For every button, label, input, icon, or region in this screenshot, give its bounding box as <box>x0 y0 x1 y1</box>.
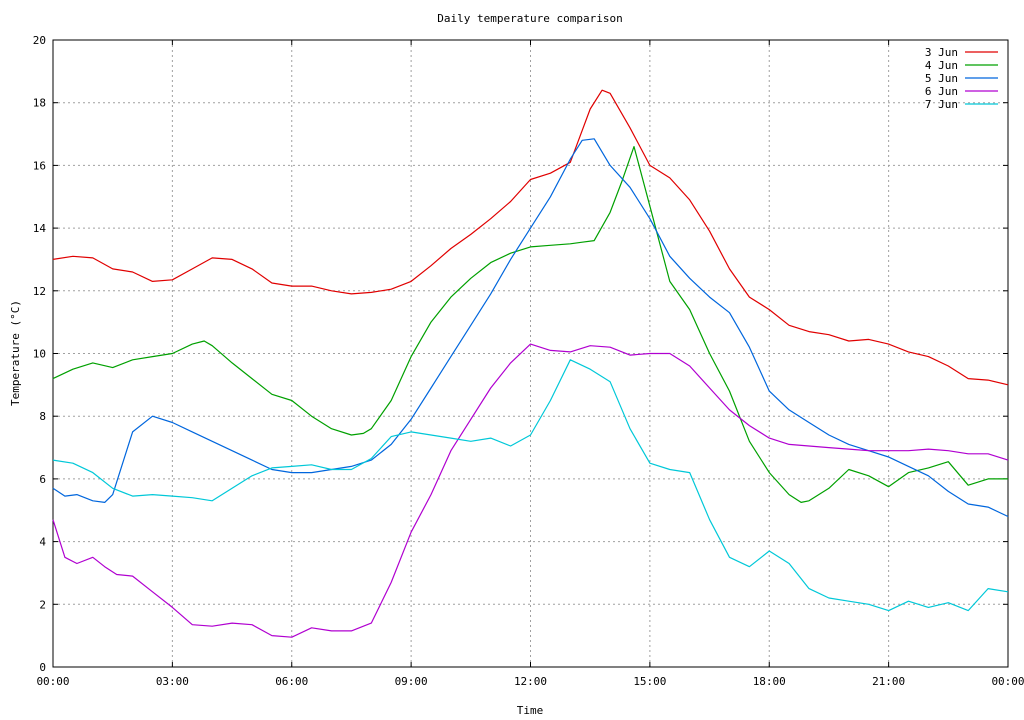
y-tick-label: 0 <box>39 661 46 674</box>
y-tick-label: 20 <box>33 34 46 47</box>
y-axis-label: Temperature (°C) <box>9 300 22 406</box>
y-tick-label: 6 <box>39 473 46 486</box>
x-tick-label: 12:00 <box>514 675 547 688</box>
x-tick-label: 00:00 <box>991 675 1024 688</box>
legend-label-7-jun: 7 Jun <box>925 98 958 111</box>
series-line-3-jun <box>52 89 1009 386</box>
y-tick-label: 12 <box>33 285 46 298</box>
y-tick-label: 16 <box>33 159 46 172</box>
series-lines <box>52 89 1009 638</box>
y-tick-label: 18 <box>33 97 46 110</box>
series-line-4-jun <box>52 146 1008 503</box>
axis-ticks: 0 2 4 6 8 10 12 14 16 18 20 00:00 03:00 06:00 09:00 12:… <box>33 34 1024 688</box>
x-tick-label: 21:00 <box>872 675 905 688</box>
x-tick-label: 06:00 <box>275 675 308 688</box>
y-tick-label: 14 <box>33 222 47 235</box>
legend-label-5-jun: 5 Jun <box>925 72 958 85</box>
x-tick-label: 03:00 <box>156 675 189 688</box>
series-line-7-jun <box>52 359 1009 612</box>
x-tick-label: 15:00 <box>633 675 666 688</box>
series-line-6-jun <box>52 343 1009 638</box>
x-axis-label: Time <box>517 704 544 717</box>
x-tick-label: 09:00 <box>395 675 428 688</box>
y-tick-label: 8 <box>39 410 46 423</box>
x-tick-label: 18:00 <box>753 675 786 688</box>
series-line-5-jun <box>52 138 1009 518</box>
y-tick-label: 2 <box>39 598 46 611</box>
legend-label-6-jun: 6 Jun <box>925 85 958 98</box>
grid <box>53 40 1008 667</box>
legend-label-3-jun: 3 Jun <box>925 46 958 59</box>
legend-label-4-jun: 4 Jun <box>925 59 958 72</box>
y-tick-label: 10 <box>33 348 46 361</box>
x-tick-label: 00:00 <box>36 675 69 688</box>
chart-title: Daily temperature comparison <box>437 12 622 25</box>
y-tick-label: 4 <box>39 536 46 549</box>
